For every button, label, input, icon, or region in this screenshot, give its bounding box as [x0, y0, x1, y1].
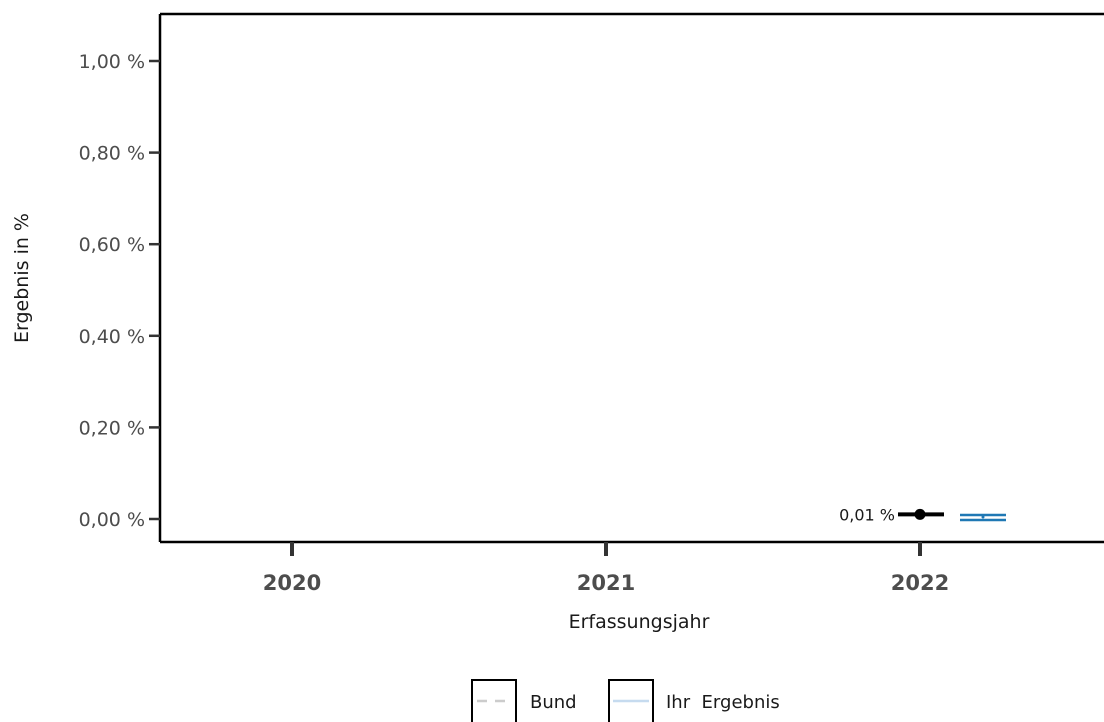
- x-axis: 2020 2021 2022: [263, 542, 949, 595]
- y-tick-label: 0,20 %: [79, 417, 145, 439]
- x-tick-label: 2022: [891, 571, 949, 595]
- x-tick-label: 2020: [263, 571, 321, 595]
- chart-marks: 0,01 %: [839, 505, 1006, 524]
- y-tick-label: 0,40 %: [79, 326, 145, 348]
- y-tick-label: 0,00 %: [79, 509, 145, 531]
- legend-label-ihr-ergebnis: Ihr Ergebnis: [666, 692, 780, 713]
- x-axis-title: Erfassungsjahr: [569, 611, 710, 633]
- y-tick-label: 0,60 %: [79, 234, 145, 256]
- bund-point-label: 0,01 %: [839, 505, 895, 524]
- ihr-point: [981, 515, 985, 519]
- y-tick-label: 0,80 %: [79, 143, 145, 165]
- bund-point: [914, 508, 926, 520]
- y-axis-title: Ergebnis in %: [11, 213, 33, 343]
- plot-frame: [158, 12, 1104, 544]
- x-tick-label: 2021: [577, 571, 635, 595]
- y-axis: 0,00 % 0,20 % 0,40 % 0,60 % 0,80 % 1,00 %: [79, 51, 160, 531]
- legend-label-bund: Bund: [530, 692, 577, 713]
- legend: Bund Ihr Ergebnis: [471, 679, 780, 722]
- y-tick-label: 1,00 %: [79, 51, 145, 73]
